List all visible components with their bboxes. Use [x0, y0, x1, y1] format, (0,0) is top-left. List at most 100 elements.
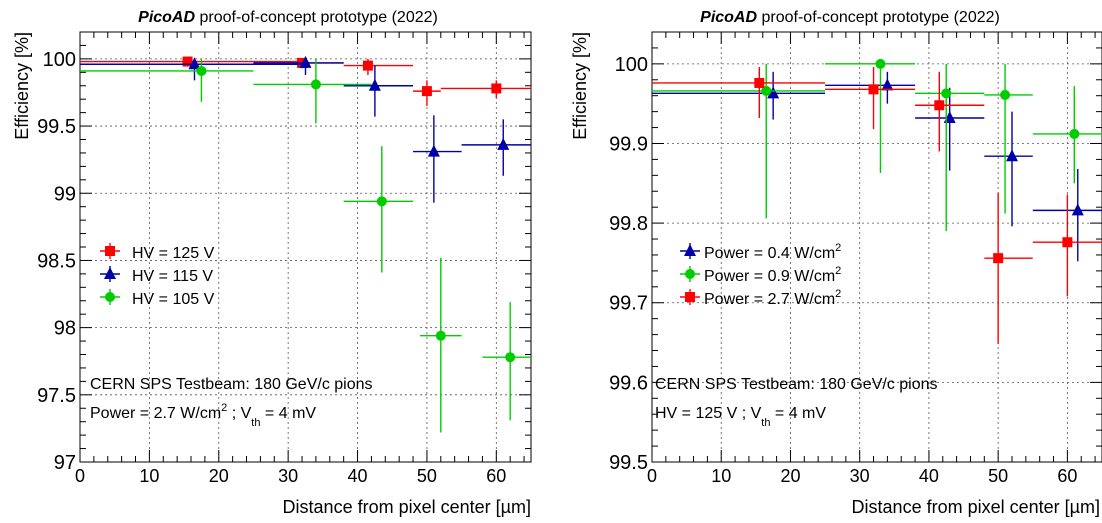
y-tick-label: 100	[43, 49, 76, 71]
hv-text: HV = 125 V ; V	[655, 405, 762, 422]
power-sup: 2	[221, 402, 227, 414]
data-point	[941, 88, 952, 99]
x-tick-label: 20	[209, 466, 229, 486]
grid	[80, 32, 531, 462]
y-tick-label: 99.8	[609, 213, 648, 235]
series-1	[652, 58, 1102, 232]
data-point	[491, 83, 502, 94]
data-point	[505, 352, 516, 363]
series-0	[652, 71, 1102, 262]
x-tick-label: 60	[486, 466, 506, 486]
data-point	[376, 196, 387, 207]
title-rest: proof-of-concept prototype (2022)	[195, 9, 438, 26]
legend-sup: 2	[835, 265, 841, 277]
legend-label-hv-115: HV = 115 V	[132, 268, 213, 285]
x-tick-label: 30	[278, 466, 298, 486]
legend-entry-power-2-7	[680, 289, 700, 305]
x-tick-label: 0	[647, 466, 657, 486]
ticks	[79, 31, 531, 463]
y-tick-label: 99.7	[609, 293, 648, 315]
legend-label-power-0-4: Power = 0.4 W/cm2	[704, 242, 841, 262]
data-point	[993, 253, 1004, 264]
x-axis-label: Distance from pixel center [µm]	[283, 497, 531, 517]
x-tick-label: 60	[1057, 466, 1077, 486]
legend-sup: 2	[835, 242, 841, 254]
data-point	[868, 84, 879, 95]
testbeam-annotation: CERN SPS Testbeam: 180 GeV/c pions	[655, 376, 938, 393]
legend-marker	[684, 244, 696, 256]
series-1	[80, 55, 531, 203]
series-2	[80, 58, 531, 433]
y-tick-labels: 99.5 99.6 99.7 99.8 99.9 100	[609, 54, 648, 474]
y-tick-label: 98	[54, 318, 76, 340]
legend-sup: 2	[835, 288, 841, 300]
y-tick-label: 97	[54, 452, 76, 474]
y-tick-label: 100	[615, 54, 648, 76]
vth-sub: th	[761, 417, 770, 429]
legend-text: Power = 2.7 W/cm	[704, 291, 835, 308]
legend-entry-hv-125	[100, 243, 120, 259]
x-tick-label: 50	[988, 466, 1008, 486]
data-point	[943, 111, 956, 123]
data-point	[1069, 128, 1080, 139]
x-tick-label: 20	[780, 466, 800, 486]
legend-text: Power = 0.4 W/cm	[704, 245, 835, 262]
title-bold: PicoAD	[138, 9, 195, 26]
x-tick-label: 10	[711, 466, 731, 486]
legend: HV = 125 V HV = 115 V HV = 105 V	[100, 243, 215, 308]
x-tick-label: 50	[417, 466, 437, 486]
legend-label-power-2-7: Power = 2.7 W/cm2	[704, 288, 841, 308]
legend-entry-hv-105	[100, 289, 120, 305]
chart-title: PicoAD proof-of-concept prototype (2022)	[700, 9, 1000, 26]
ticks	[651, 31, 1102, 463]
vth-text: ; V	[227, 405, 251, 422]
y-tick-label: 97.5	[37, 385, 76, 407]
legend-entry-power-0-4	[680, 243, 700, 259]
data-point	[299, 55, 312, 68]
legend-label-hv-105: HV = 105 V	[132, 291, 215, 308]
x-axis-label: Distance from pixel center [µm]	[852, 497, 1100, 517]
data-point	[767, 86, 780, 99]
testbeam-annotation: CERN SPS Testbeam: 180 GeV/c pions	[90, 376, 373, 393]
vth-value: = 4 mV	[260, 405, 316, 422]
chart-right: PicoAD proof-of-concept prototype (2022)…	[570, 9, 1102, 517]
data-point	[881, 78, 894, 91]
y-tick-label: 99.5	[609, 452, 648, 474]
y-tick-label: 99.9	[609, 133, 648, 155]
conditions-annotation: HV = 125 V ; Vth = 4 mV	[655, 405, 826, 429]
legend-marker	[104, 267, 116, 279]
data-point	[196, 65, 207, 76]
legend-marker	[105, 246, 115, 256]
conditions-annotation: Power = 2.7 W/cm2 ; Vth = 4 mV	[90, 402, 316, 429]
data-point	[1071, 203, 1084, 216]
data-point	[427, 144, 440, 157]
legend-marker	[105, 292, 115, 302]
y-tick-label: 99.6	[609, 372, 648, 394]
data-point	[435, 330, 446, 341]
legend-label-hv-125: HV = 125 V	[132, 245, 215, 262]
data-point	[182, 56, 193, 67]
data-point	[1062, 237, 1073, 248]
legend-text: Power = 0.9 W/cm	[704, 268, 835, 285]
data-point	[754, 77, 765, 88]
legend-marker	[685, 292, 695, 302]
data-point	[1006, 149, 1018, 162]
data-point	[368, 78, 381, 91]
y-tick-label: 98.5	[37, 250, 76, 272]
data-point	[421, 86, 432, 97]
legend-entry-hv-115	[100, 266, 120, 282]
legend-marker	[685, 269, 695, 279]
y-tick-label: 99.5	[37, 116, 76, 138]
x-tick-label: 40	[348, 466, 368, 486]
vth-value: = 4 mV	[770, 405, 826, 422]
y-tick-label: 99	[54, 183, 76, 205]
data-point	[1000, 89, 1011, 100]
x-tick-label: 40	[919, 466, 939, 486]
y-axis-label: Efficiency [%]	[570, 32, 590, 140]
x-tick-label: 0	[75, 466, 85, 486]
plot-frame	[651, 31, 1102, 463]
legend-entry-power-0-9	[680, 266, 700, 282]
data-point	[497, 137, 510, 150]
series-group	[652, 58, 1102, 345]
x-tick-labels: 0 10 20 30 40 50 60	[647, 466, 1077, 486]
